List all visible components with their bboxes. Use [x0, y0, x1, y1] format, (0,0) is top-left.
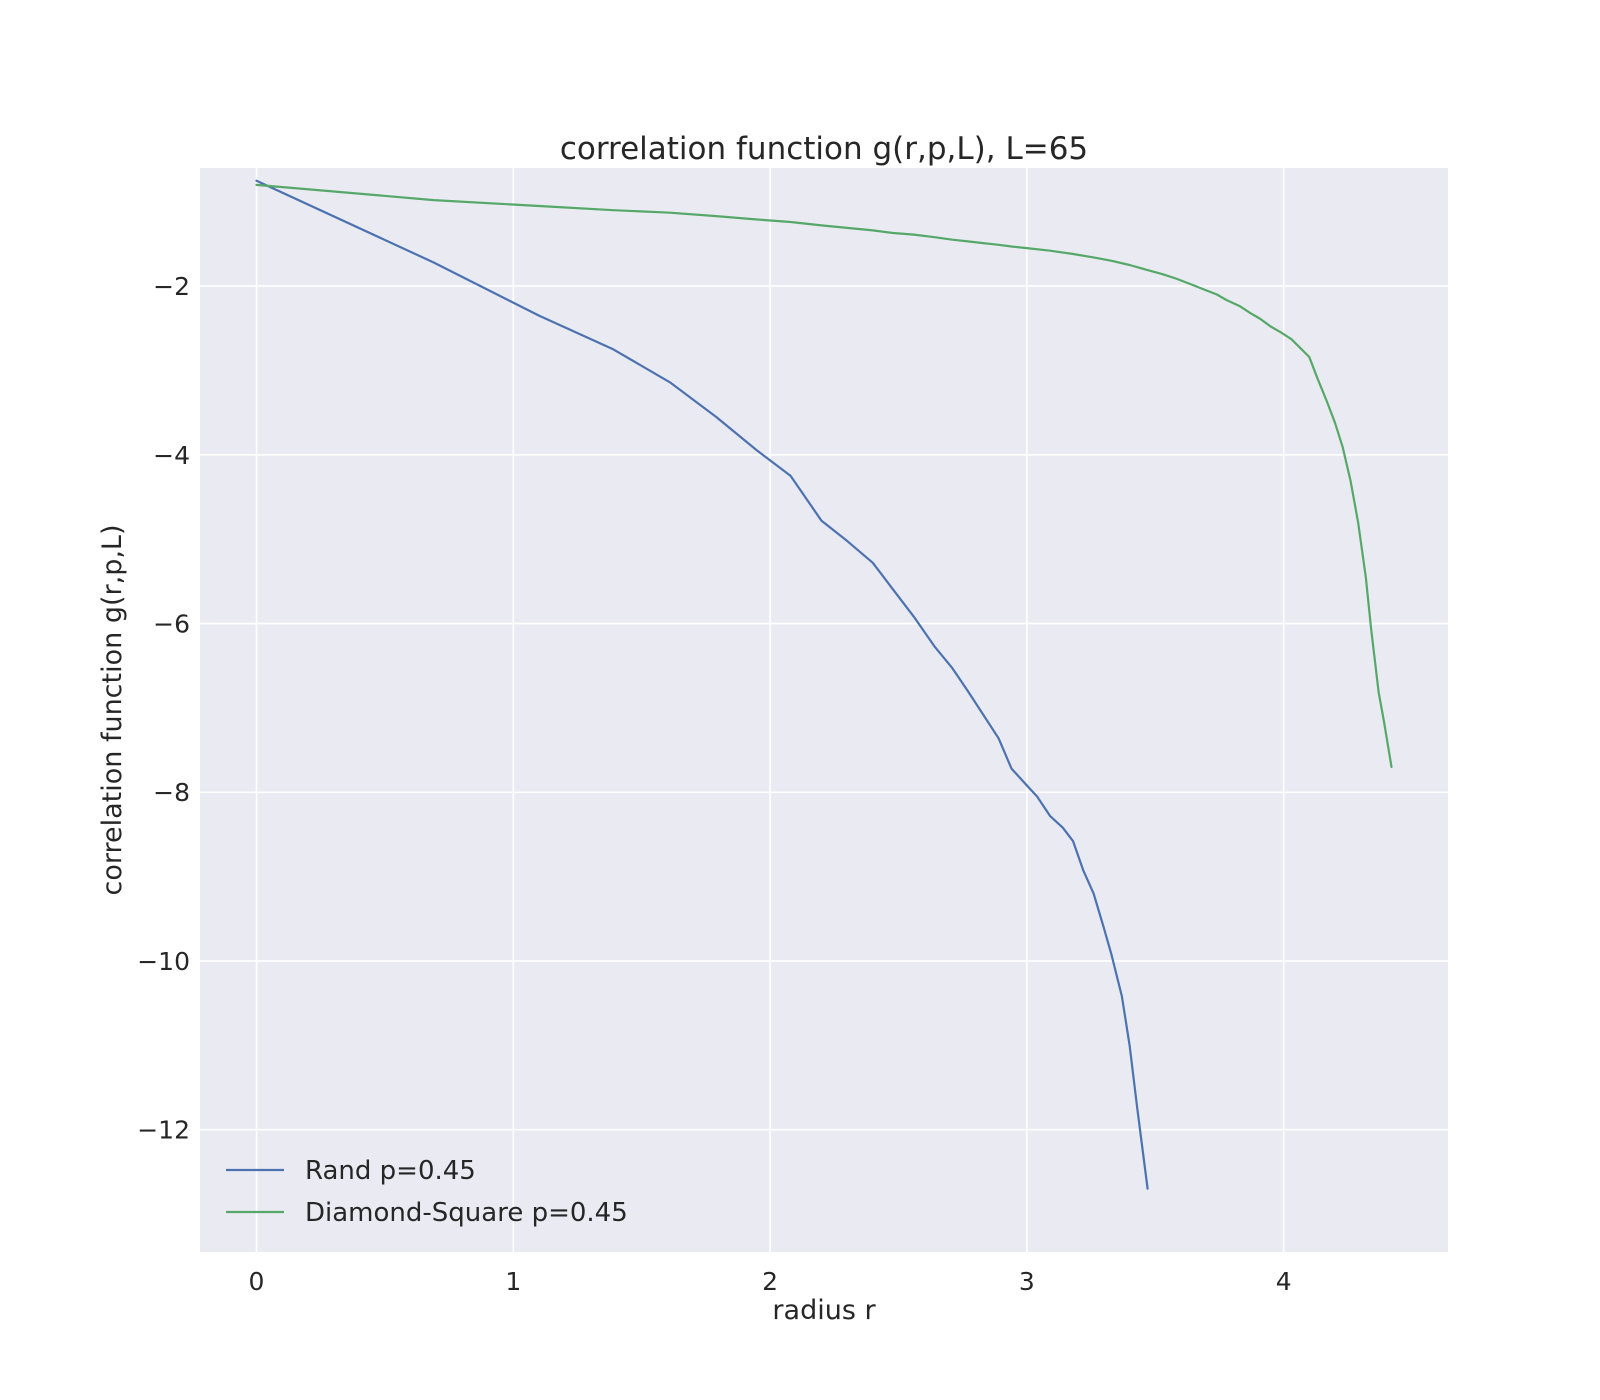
y-tick-label: −4: [153, 441, 190, 470]
y-tick-label: −2: [153, 272, 190, 301]
x-tick-label: 0: [249, 1267, 265, 1296]
series-line-diamond-square: [255, 183, 1393, 769]
x-axis-label: radius r: [772, 1295, 876, 1326]
plot-background: [200, 168, 1448, 1252]
x-tick-label: 3: [1019, 1267, 1035, 1296]
x-tick-label: 2: [762, 1267, 778, 1296]
grid: [200, 168, 1448, 1252]
x-tick-label: 1: [505, 1267, 521, 1296]
x-tick-label: 4: [1276, 1267, 1292, 1296]
legend-label-diamond-square: Diamond-Square p=0.45: [305, 1198, 628, 1228]
series-layer: [255, 179, 1393, 1190]
y-tick-label: −10: [137, 947, 190, 976]
tick-labels: 0 1 2 3 4 −2 −4 −6 −8 −10 −12: [137, 272, 1291, 1296]
series-line-rand: [255, 179, 1149, 1190]
legend: Rand p=0.45 Diamond-Square p=0.45: [226, 1156, 628, 1228]
legend-label-rand: Rand p=0.45: [305, 1156, 476, 1186]
chart-title: correlation function g(r,p,L), L=65: [560, 131, 1088, 167]
y-tick-label: −6: [153, 610, 190, 639]
y-tick-label: −8: [153, 778, 190, 807]
y-axis-label: correlation function g(r,p,L): [97, 525, 128, 896]
y-tick-label: −12: [137, 1116, 190, 1145]
